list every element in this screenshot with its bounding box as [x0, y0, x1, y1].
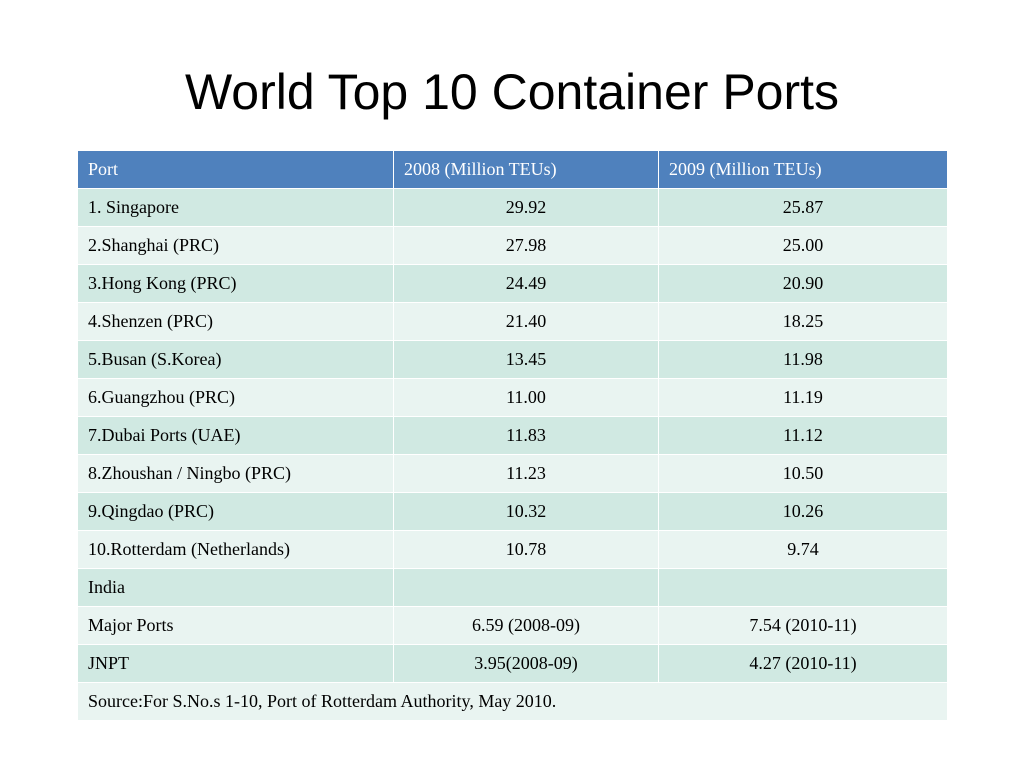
table-row: Major Ports 6.59 (2008-09) 7.54 (2010-11…	[77, 606, 948, 645]
teu-2009: 18.25	[658, 302, 948, 341]
teu-2008: 27.98	[393, 226, 659, 265]
port-name: JNPT	[77, 644, 394, 683]
port-name: 5.Busan (S.Korea)	[77, 340, 394, 379]
table-row: 1. Singapore 29.92 25.87	[77, 188, 948, 227]
table-row: 6.Guangzhou (PRC) 11.00 11.19	[77, 378, 948, 417]
table-row: 4.Shenzen (PRC) 21.40 18.25	[77, 302, 948, 341]
table-row: 8.Zhoushan / Ningbo (PRC) 11.23 10.50	[77, 454, 948, 493]
table-header-row: Port 2008 (Million TEUs) 2009 (Million T…	[77, 150, 948, 189]
teu-2009: 10.50	[658, 454, 948, 493]
table-row: 2.Shanghai (PRC) 27.98 25.00	[77, 226, 948, 265]
table-row: JNPT 3.95(2008-09) 4.27 (2010-11)	[77, 644, 948, 683]
teu-2008: 6.59 (2008-09)	[393, 606, 659, 645]
teu-2009: 9.74	[658, 530, 948, 569]
table-row: 5.Busan (S.Korea) 13.45 11.98	[77, 340, 948, 379]
port-name: 1. Singapore	[77, 188, 394, 227]
teu-2008: 11.83	[393, 416, 659, 455]
teu-2009: 4.27 (2010-11)	[658, 644, 948, 683]
port-name: 8.Zhoushan / Ningbo (PRC)	[77, 454, 394, 493]
table-row: 10.Rotterdam (Netherlands) 10.78 9.74	[77, 530, 948, 569]
teu-2008: 13.45	[393, 340, 659, 379]
teu-2008: 21.40	[393, 302, 659, 341]
teu-2008: 11.00	[393, 378, 659, 417]
table-row: 9.Qingdao (PRC) 10.32 10.26	[77, 492, 948, 531]
teu-2009: 11.12	[658, 416, 948, 455]
source-note: Source:For S.No.s 1-10, Port of Rotterda…	[77, 682, 948, 721]
table-row: 3.Hong Kong (PRC) 24.49 20.90	[77, 264, 948, 303]
port-name: 10.Rotterdam (Netherlands)	[77, 530, 394, 569]
port-name: 6.Guangzhou (PRC)	[77, 378, 394, 417]
slide-title: World Top 10 Container Ports	[184, 64, 840, 120]
port-name: 2.Shanghai (PRC)	[77, 226, 394, 265]
port-name: 4.Shenzen (PRC)	[77, 302, 394, 341]
teu-2009	[658, 568, 948, 607]
teu-2008: 10.78	[393, 530, 659, 569]
teu-2008: 29.92	[393, 188, 659, 227]
teu-2008: 11.23	[393, 454, 659, 493]
teu-2009: 7.54 (2010-11)	[658, 606, 948, 645]
port-name: 9.Qingdao (PRC)	[77, 492, 394, 531]
port-name: 3.Hong Kong (PRC)	[77, 264, 394, 303]
teu-2009: 11.98	[658, 340, 948, 379]
port-name: India	[77, 568, 394, 607]
header-port: Port	[77, 150, 394, 189]
source-row: Source:For S.No.s 1-10, Port of Rotterda…	[77, 682, 948, 721]
teu-2008: 10.32	[393, 492, 659, 531]
header-2009: 2009 (Million TEUs)	[658, 150, 948, 189]
port-name: Major Ports	[77, 606, 394, 645]
header-2008: 2008 (Million TEUs)	[393, 150, 659, 189]
teu-2008: 24.49	[393, 264, 659, 303]
teu-2009: 25.87	[658, 188, 948, 227]
teu-2009: 10.26	[658, 492, 948, 531]
teu-2009: 25.00	[658, 226, 948, 265]
teu-2009: 20.90	[658, 264, 948, 303]
container-ports-table: Port 2008 (Million TEUs) 2009 (Million T…	[77, 150, 948, 721]
table-row: India	[77, 568, 948, 607]
teu-2008: 3.95(2008-09)	[393, 644, 659, 683]
port-name: 7.Dubai Ports (UAE)	[77, 416, 394, 455]
teu-2008	[393, 568, 659, 607]
teu-2009: 11.19	[658, 378, 948, 417]
table-row: 7.Dubai Ports (UAE) 11.83 11.12	[77, 416, 948, 455]
